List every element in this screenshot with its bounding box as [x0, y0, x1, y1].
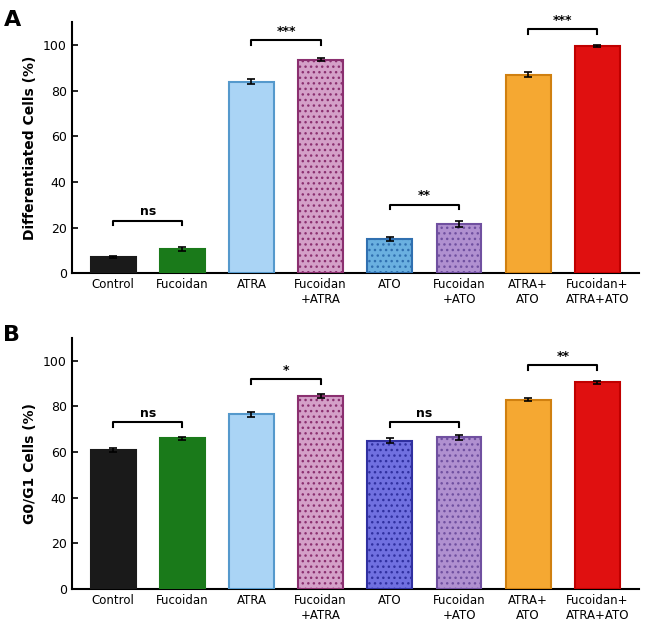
Text: ***: *** [553, 14, 573, 27]
Bar [506, 75, 551, 273]
Bar [229, 415, 274, 589]
Bar [437, 437, 482, 589]
Text: ***: *** [276, 25, 296, 38]
Text: *: * [283, 364, 289, 377]
Bar [575, 46, 620, 273]
Bar [367, 239, 412, 273]
Bar [90, 257, 136, 273]
Y-axis label: Differentiated Cells (%): Differentiated Cells (%) [23, 56, 37, 240]
Bar [229, 82, 274, 273]
Bar [160, 249, 205, 273]
Bar [298, 396, 343, 589]
Text: ns: ns [140, 206, 156, 218]
Text: ns: ns [416, 407, 432, 420]
Bar [160, 439, 205, 589]
Bar [367, 441, 412, 589]
Y-axis label: G0/G1 Cells (%): G0/G1 Cells (%) [23, 403, 37, 524]
Text: **: ** [418, 189, 431, 203]
Bar [437, 224, 482, 273]
Bar [506, 399, 551, 589]
Text: A: A [3, 9, 21, 30]
Bar [90, 450, 136, 589]
Bar [298, 60, 343, 273]
Bar [575, 382, 620, 589]
Text: B: B [3, 325, 21, 346]
Text: ns: ns [140, 407, 156, 420]
Text: **: ** [556, 350, 569, 363]
